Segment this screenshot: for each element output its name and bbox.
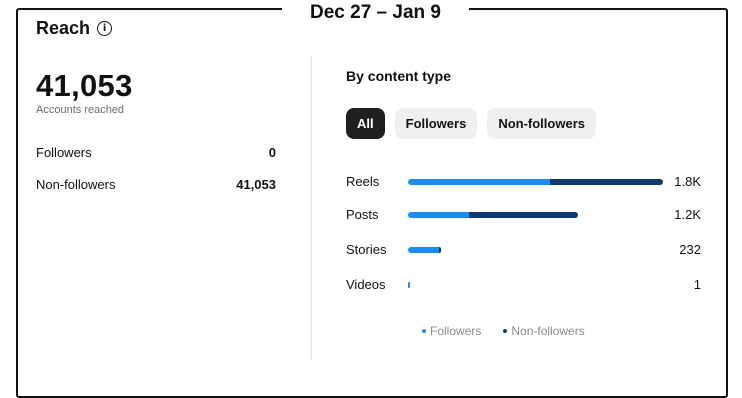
bar-row-reels: Reels 1.8K — [346, 172, 701, 192]
accounts-reached-label: Accounts reached — [36, 104, 125, 116]
bar-posts-non-followers — [468, 212, 578, 218]
reach-title: Reach — [36, 18, 91, 38]
accounts-reached-count: 41,053 — [36, 68, 133, 103]
bar-posts-followers — [408, 212, 469, 218]
filter-all[interactable]: All — [346, 108, 385, 139]
bar-label-stories: Stories — [346, 242, 387, 257]
bar-stories-non-followers — [439, 247, 441, 253]
filter-non-followers[interactable]: Non-followers — [487, 108, 596, 139]
bar-label-posts: Posts — [346, 207, 379, 222]
date-range: Dec 27 – Jan 9 — [282, 0, 469, 26]
non-followers-stat-label: Non-followers — [36, 177, 116, 192]
legend-non-followers: Non-followers — [503, 324, 585, 338]
bar-row-posts: Posts 1.2K — [346, 205, 701, 225]
bar-value-stories: 232 — [679, 242, 701, 257]
non-followers-stat-value: 41,053 — [236, 177, 276, 192]
content-type-title: By content type — [346, 68, 452, 84]
legend-followers-label: Followers — [430, 324, 482, 338]
bar-value-reels: 1.8K — [674, 174, 701, 189]
bar-row-videos: Videos 1 — [346, 275, 701, 295]
bar-label-videos: Videos — [346, 277, 386, 292]
bar-reels-followers — [408, 179, 550, 185]
reach-card — [16, 8, 728, 398]
legend-followers: Followers — [422, 324, 481, 338]
bar-track-videos — [408, 282, 663, 288]
non-followers-stat-row: Non-followers 41,053 — [36, 177, 276, 192]
bar-reels-non-followers — [549, 179, 663, 185]
bar-value-videos: 1 — [693, 277, 701, 292]
legend-non-followers-dot — [503, 329, 508, 333]
reach-heading: Reach i — [36, 18, 113, 39]
bar-stories-followers — [408, 247, 440, 253]
bar-track-posts — [408, 212, 663, 218]
chart-legend: Followers Non-followers — [422, 324, 585, 338]
bar-label-reels: Reels — [346, 174, 380, 189]
followers-stat-row: Followers 0 — [36, 145, 276, 160]
filter-followers[interactable]: Followers — [394, 108, 478, 139]
bar-track-stories — [408, 247, 663, 253]
audience-filter: All Followers Non-followers — [346, 108, 596, 139]
info-icon[interactable]: i — [97, 21, 113, 36]
bar-videos-followers — [408, 282, 410, 288]
followers-stat-label: Followers — [36, 145, 92, 160]
bar-row-stories: Stories 232 — [346, 240, 701, 260]
section-divider — [311, 55, 312, 360]
followers-stat-value: 0 — [268, 145, 276, 160]
legend-followers-dot — [422, 329, 426, 333]
bar-value-posts: 1.2K — [674, 207, 701, 222]
bar-track-reels — [408, 179, 663, 185]
legend-non-followers-label: Non-followers — [511, 324, 585, 338]
